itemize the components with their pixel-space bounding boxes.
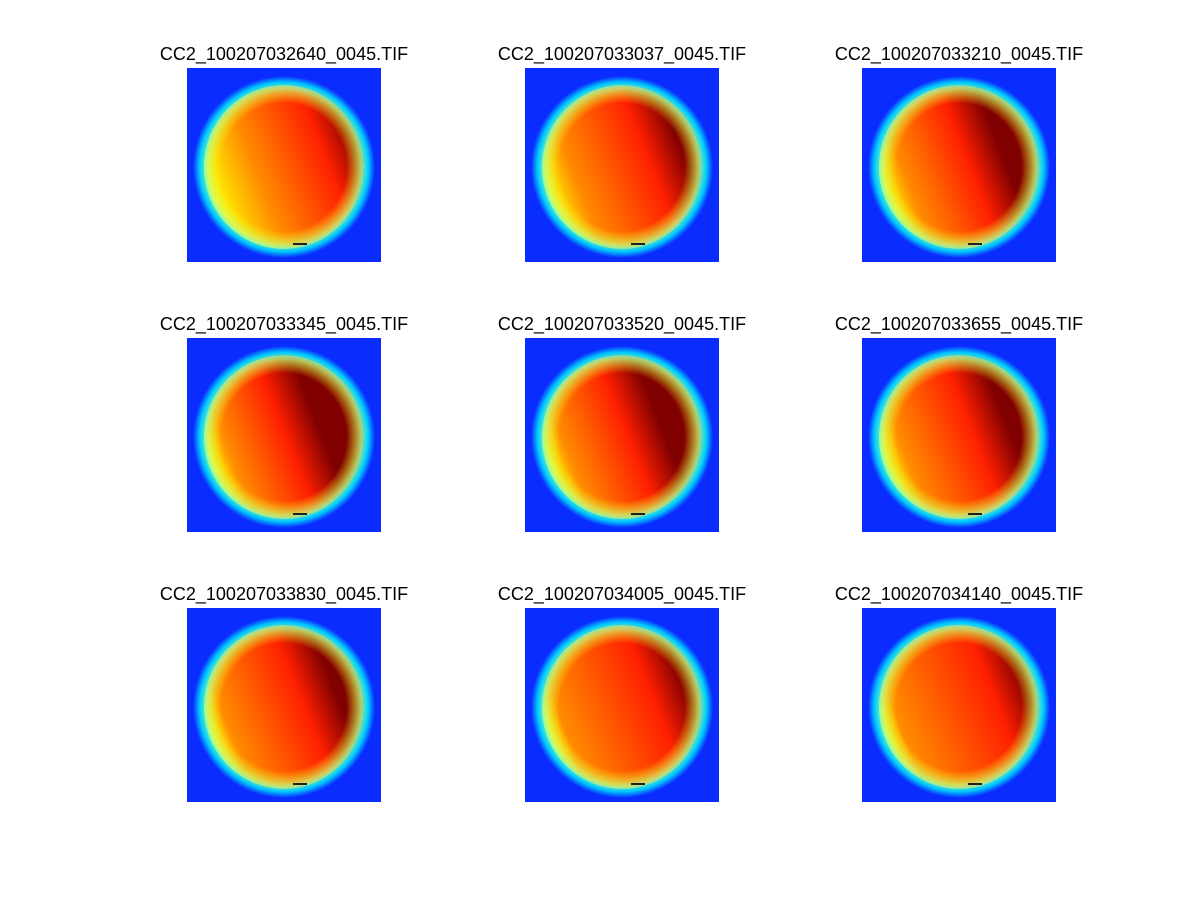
scale-marker: [293, 513, 307, 515]
thermal-image-panel: [862, 338, 1056, 532]
disc-edge-fade: [542, 85, 702, 249]
scale-marker: [631, 243, 645, 245]
thermal-image-panel: [862, 68, 1056, 262]
panel-title: CC2_100207033037_0045.TIF: [497, 44, 747, 64]
panel-title: CC2_100207033210_0045.TIF: [834, 44, 1084, 64]
scale-marker: [968, 783, 982, 785]
disc-edge-fade: [204, 625, 364, 789]
thermal-image-panel: [525, 68, 719, 262]
disc-edge-fade: [542, 355, 702, 519]
panel-title: CC2_100207033520_0045.TIF: [497, 314, 747, 334]
panel-title: CC2_100207034140_0045.TIF: [834, 584, 1084, 604]
thermal-image-panel: [187, 338, 381, 532]
thermal-image-panel: [862, 608, 1056, 802]
scale-marker: [968, 513, 982, 515]
disc-edge-fade: [879, 625, 1039, 789]
scale-marker: [968, 243, 982, 245]
thermal-image-panel: [525, 338, 719, 532]
disc-edge-fade: [879, 355, 1039, 519]
panel-title: CC2_100207032640_0045.TIF: [159, 44, 409, 64]
thermal-image-panel: [187, 608, 381, 802]
thermal-image-panel: [525, 608, 719, 802]
disc-edge-fade: [879, 85, 1039, 249]
disc-edge-fade: [204, 85, 364, 249]
panel-title: CC2_100207033655_0045.TIF: [834, 314, 1084, 334]
scale-marker: [631, 513, 645, 515]
scale-marker: [293, 243, 307, 245]
disc-edge-fade: [542, 625, 702, 789]
panel-title: CC2_100207034005_0045.TIF: [497, 584, 747, 604]
scale-marker: [631, 783, 645, 785]
scale-marker: [293, 783, 307, 785]
disc-edge-fade: [204, 355, 364, 519]
panel-title: CC2_100207033830_0045.TIF: [159, 584, 409, 604]
thermal-image-panel: [187, 68, 381, 262]
panel-title: CC2_100207033345_0045.TIF: [159, 314, 409, 334]
